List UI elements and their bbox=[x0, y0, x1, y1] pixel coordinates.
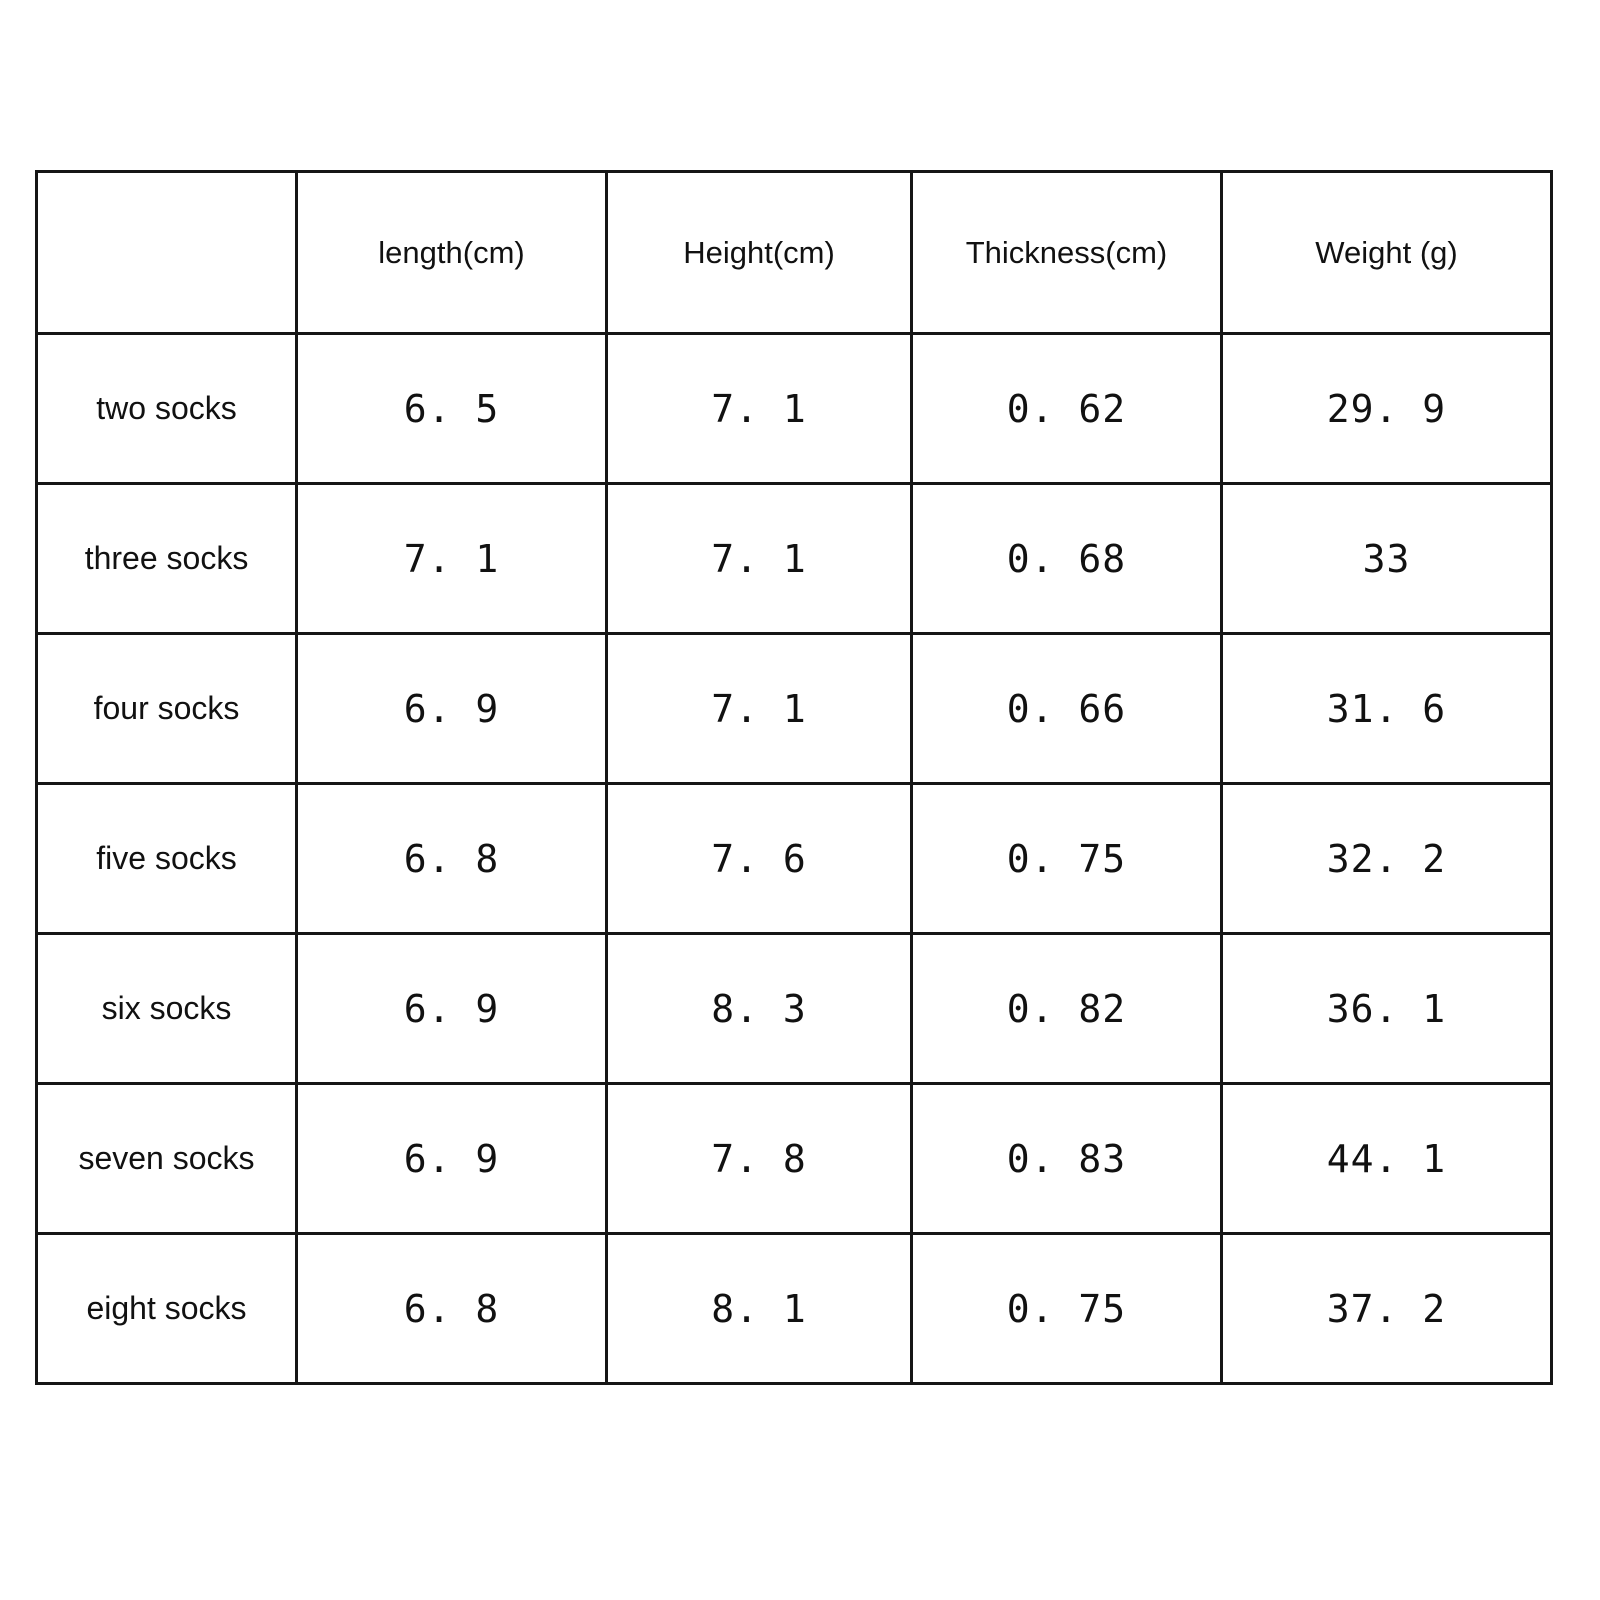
table-cell: 6. 8 bbox=[295, 782, 608, 935]
table-cell: 0. 75 bbox=[910, 782, 1223, 935]
row-label: eight socks bbox=[35, 1232, 298, 1385]
table-cell: 0. 62 bbox=[910, 332, 1223, 485]
table-cell: 0. 68 bbox=[910, 482, 1223, 635]
row-label: two socks bbox=[35, 332, 298, 485]
table-header: length(cm) Height(cm) Thickness(cm) Weig… bbox=[35, 170, 1553, 335]
table-cell: 7. 1 bbox=[295, 482, 608, 635]
table-cell: 29. 9 bbox=[1220, 332, 1553, 485]
table-cell: 7. 1 bbox=[605, 332, 913, 485]
table-cell: 36. 1 bbox=[1220, 932, 1553, 1085]
row-label: six socks bbox=[35, 932, 298, 1085]
table-row: six socks 6. 9 8. 3 0. 82 36. 1 bbox=[35, 932, 1553, 1085]
table-cell: 37. 2 bbox=[1220, 1232, 1553, 1385]
sock-measurements-table: length(cm) Height(cm) Thickness(cm) Weig… bbox=[35, 170, 1553, 1385]
header-cell-thickness: Thickness(cm) bbox=[910, 170, 1223, 335]
table-cell: 44. 1 bbox=[1220, 1082, 1553, 1235]
table-cell: 6. 5 bbox=[295, 332, 608, 485]
table-cell: 0. 75 bbox=[910, 1232, 1223, 1385]
row-label: four socks bbox=[35, 632, 298, 785]
table-cell: 33 bbox=[1220, 482, 1553, 635]
row-label: three socks bbox=[35, 482, 298, 635]
table-cell: 7. 6 bbox=[605, 782, 913, 935]
table-row: three socks 7. 1 7. 1 0. 68 33 bbox=[35, 482, 1553, 635]
table-row: four socks 6. 9 7. 1 0. 66 31. 6 bbox=[35, 632, 1553, 785]
table-row: five socks 6. 8 7. 6 0. 75 32. 2 bbox=[35, 782, 1553, 935]
table-body: two socks 6. 5 7. 1 0. 62 29. 9 three socks 7.… bbox=[35, 332, 1553, 1385]
table-cell: 7. 8 bbox=[605, 1082, 913, 1235]
table-cell: 0. 83 bbox=[910, 1082, 1223, 1235]
table-cell: 6. 9 bbox=[295, 932, 608, 1085]
table-cell: 6. 9 bbox=[295, 1082, 608, 1235]
table-cell: 0. 82 bbox=[910, 932, 1223, 1085]
table-cell: 32. 2 bbox=[1220, 782, 1553, 935]
row-label: seven socks bbox=[35, 1082, 298, 1235]
header-row: length(cm) Height(cm) Thickness(cm) Weig… bbox=[35, 170, 1553, 335]
header-cell-weight: Weight (g) bbox=[1220, 170, 1553, 335]
table-row: two socks 6. 5 7. 1 0. 62 29. 9 bbox=[35, 332, 1553, 485]
table-row: eight socks 6. 8 8. 1 0. 75 37. 2 bbox=[35, 1232, 1553, 1385]
row-label: five socks bbox=[35, 782, 298, 935]
header-cell-blank bbox=[35, 170, 298, 335]
table-cell: 6. 9 bbox=[295, 632, 608, 785]
table-cell: 7. 1 bbox=[605, 632, 913, 785]
table-row: seven socks 6. 9 7. 8 0. 83 44. 1 bbox=[35, 1082, 1553, 1235]
table-cell: 6. 8 bbox=[295, 1232, 608, 1385]
header-cell-height: Height(cm) bbox=[605, 170, 913, 335]
table-cell: 7. 1 bbox=[605, 482, 913, 635]
table-cell: 0. 66 bbox=[910, 632, 1223, 785]
table-cell: 31. 6 bbox=[1220, 632, 1553, 785]
table-cell: 8. 3 bbox=[605, 932, 913, 1085]
table-cell: 8. 1 bbox=[605, 1232, 913, 1385]
header-cell-length: length(cm) bbox=[295, 170, 608, 335]
